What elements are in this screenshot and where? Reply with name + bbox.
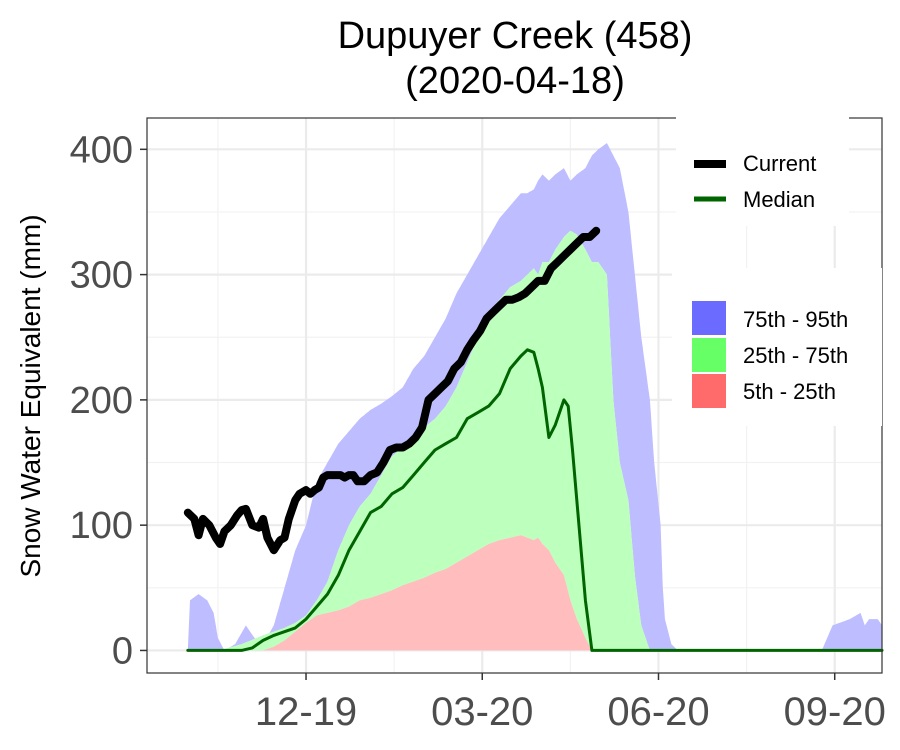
legend-label-75-95: 75th - 95th xyxy=(743,307,848,332)
current-line xyxy=(183,226,601,555)
y-tick-label: 300 xyxy=(70,255,133,297)
band-5-25 xyxy=(187,535,883,651)
legend-key-75-95 xyxy=(692,301,726,335)
y-axis: 0 100 200 300 400 xyxy=(70,129,147,672)
y-tick-label: 400 xyxy=(70,129,133,171)
x-tick-label: 12-19 xyxy=(255,690,357,734)
y-axis-label: Snow Water Equivalent (mm) xyxy=(15,214,46,577)
median-line xyxy=(186,348,884,652)
band-25-75 xyxy=(187,230,883,651)
x-tick-label: 09-20 xyxy=(784,690,886,734)
legend: Current Median 75th - 95th 25th - 75th 5… xyxy=(672,108,882,426)
legend-key-5-25 xyxy=(692,374,726,408)
legend-label-25-75: 25th - 75th xyxy=(743,343,848,368)
legend-label-5-25: 5th - 25th xyxy=(743,379,836,404)
x-axis: 12-19 03-20 06-20 09-20 xyxy=(255,673,886,734)
chart-title: Dupuyer Creek (458) xyxy=(338,15,693,57)
y-tick-label: 100 xyxy=(70,505,133,547)
legend-label-current: Current xyxy=(743,151,816,176)
band-75-95 xyxy=(187,143,883,651)
percentile-bands xyxy=(187,143,883,651)
x-tick-label: 03-20 xyxy=(431,690,533,734)
chart-subtitle: (2020-04-18) xyxy=(405,60,625,102)
y-tick-label: 200 xyxy=(70,380,133,422)
legend-label-median: Median xyxy=(743,187,815,212)
y-tick-label: 0 xyxy=(112,630,133,672)
series-lines xyxy=(183,226,884,652)
legend-key-25-75 xyxy=(692,338,726,372)
x-tick-label: 06-20 xyxy=(607,690,709,734)
